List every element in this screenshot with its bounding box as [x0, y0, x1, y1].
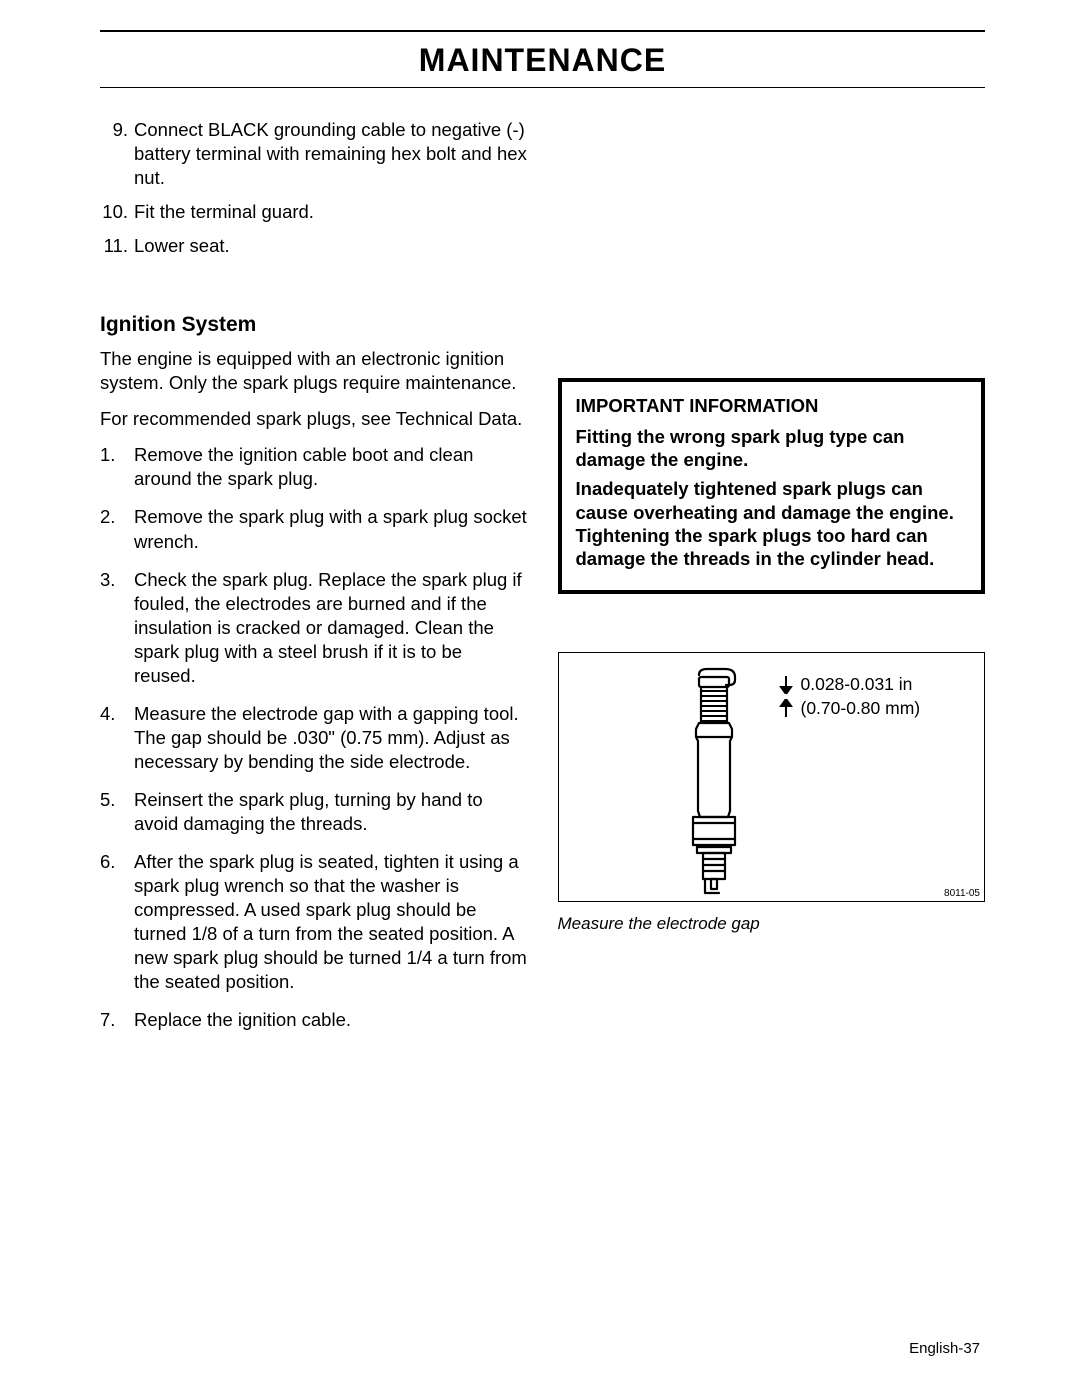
list-item-number: 2. — [100, 505, 134, 553]
list-item: 1. Remove the ignition cable boot and cl… — [100, 443, 528, 491]
arrow-down-icon — [779, 676, 793, 694]
figure-caption: Measure the electrode gap — [558, 914, 986, 934]
list-item: 5. Reinsert the spark plug, turning by h… — [100, 788, 528, 836]
footer-language: English- — [909, 1340, 963, 1357]
list-item: 9. Connect BLACK grounding cable to nega… — [100, 118, 528, 190]
list-item: 2. Remove the spark plug with a spark pl… — [100, 505, 528, 553]
list-item: 4. Measure the electrode gap with a gapp… — [100, 702, 528, 774]
section-heading-ignition-system: Ignition System — [100, 313, 528, 337]
list-item-number: 4. — [100, 702, 134, 774]
list-item-text: Replace the ignition cable. — [134, 1008, 528, 1032]
list-item: 6. After the spark plug is seated, tight… — [100, 850, 528, 994]
gap-inches: 0.028-0.031 in — [801, 673, 913, 697]
list-item-number: 5. — [100, 788, 134, 836]
list-item-text: Measure the electrode gap with a gapping… — [134, 702, 528, 774]
figure-electrode-gap: 0.028-0.031 in (0.70-0.80 mm) 8011-05 — [558, 652, 986, 902]
list-item-text: Reinsert the spark plug, turning by hand… — [134, 788, 528, 836]
list-item-text: Lower seat. — [134, 234, 528, 258]
gap-label: 0.028-0.031 in (0.70-0.80 mm) — [779, 673, 921, 720]
list-item: 3. Check the spark plug. Replace the spa… — [100, 568, 528, 688]
list-item: 11. Lower seat. — [100, 234, 528, 258]
continued-list: 9. Connect BLACK grounding cable to nega… — [100, 118, 528, 258]
list-item-number: 10. — [100, 200, 134, 224]
info-box-body: Fitting the wrong spark plug type can da… — [576, 425, 968, 570]
list-item-text: Remove the spark plug with a spark plug … — [134, 505, 528, 553]
list-item-text: Connect BLACK grounding cable to negativ… — [134, 118, 528, 190]
spacer — [558, 118, 986, 378]
gap-mm: (0.70-0.80 mm) — [801, 697, 921, 721]
list-item-text: Check the spark plug. Replace the spark … — [134, 568, 528, 688]
sparkplug-icon — [677, 665, 757, 900]
column-right: IMPORTANT INFORMATION Fitting the wrong … — [558, 118, 986, 1046]
paragraph: The engine is equipped with an electroni… — [100, 347, 528, 395]
list-item-number: 6. — [100, 850, 134, 994]
list-item-number: 7. — [100, 1008, 134, 1032]
important-information-box: IMPORTANT INFORMATION Fitting the wrong … — [558, 378, 986, 594]
rule-under-title — [100, 87, 985, 88]
page-title: MAINTENANCE — [100, 42, 985, 79]
column-left: 9. Connect BLACK grounding cable to nega… — [100, 118, 528, 1046]
page-footer: English-37 — [909, 1340, 980, 1357]
list-item-text: Remove the ignition cable boot and clean… — [134, 443, 528, 491]
list-item-text: Fit the terminal guard. — [134, 200, 528, 224]
list-item-number: 9. — [100, 118, 134, 190]
arrow-up-icon — [779, 699, 793, 717]
paragraph: For recommended spark plugs, see Technic… — [100, 407, 528, 431]
columns: 9. Connect BLACK grounding cable to nega… — [100, 118, 985, 1046]
list-item-number: 3. — [100, 568, 134, 688]
rule-top — [100, 30, 985, 32]
info-box-paragraph: Fitting the wrong spark plug type can da… — [576, 425, 968, 471]
list-item: 10. Fit the terminal guard. — [100, 200, 528, 224]
list-item-number: 11. — [100, 234, 134, 258]
info-box-paragraph: Inadequately tightened spark plugs can c… — [576, 477, 968, 570]
list-item: 7. Replace the ignition cable. — [100, 1008, 528, 1032]
steps-list: 1. Remove the ignition cable boot and cl… — [100, 443, 528, 1032]
list-item-number: 1. — [100, 443, 134, 491]
figure-reference-number: 8011-05 — [944, 888, 980, 899]
page: MAINTENANCE 9. Connect BLACK grounding c… — [0, 0, 1080, 1086]
footer-page-number: 37 — [963, 1340, 980, 1357]
info-box-title: IMPORTANT INFORMATION — [576, 394, 968, 417]
list-item-text: After the spark plug is seated, tighten … — [134, 850, 528, 994]
